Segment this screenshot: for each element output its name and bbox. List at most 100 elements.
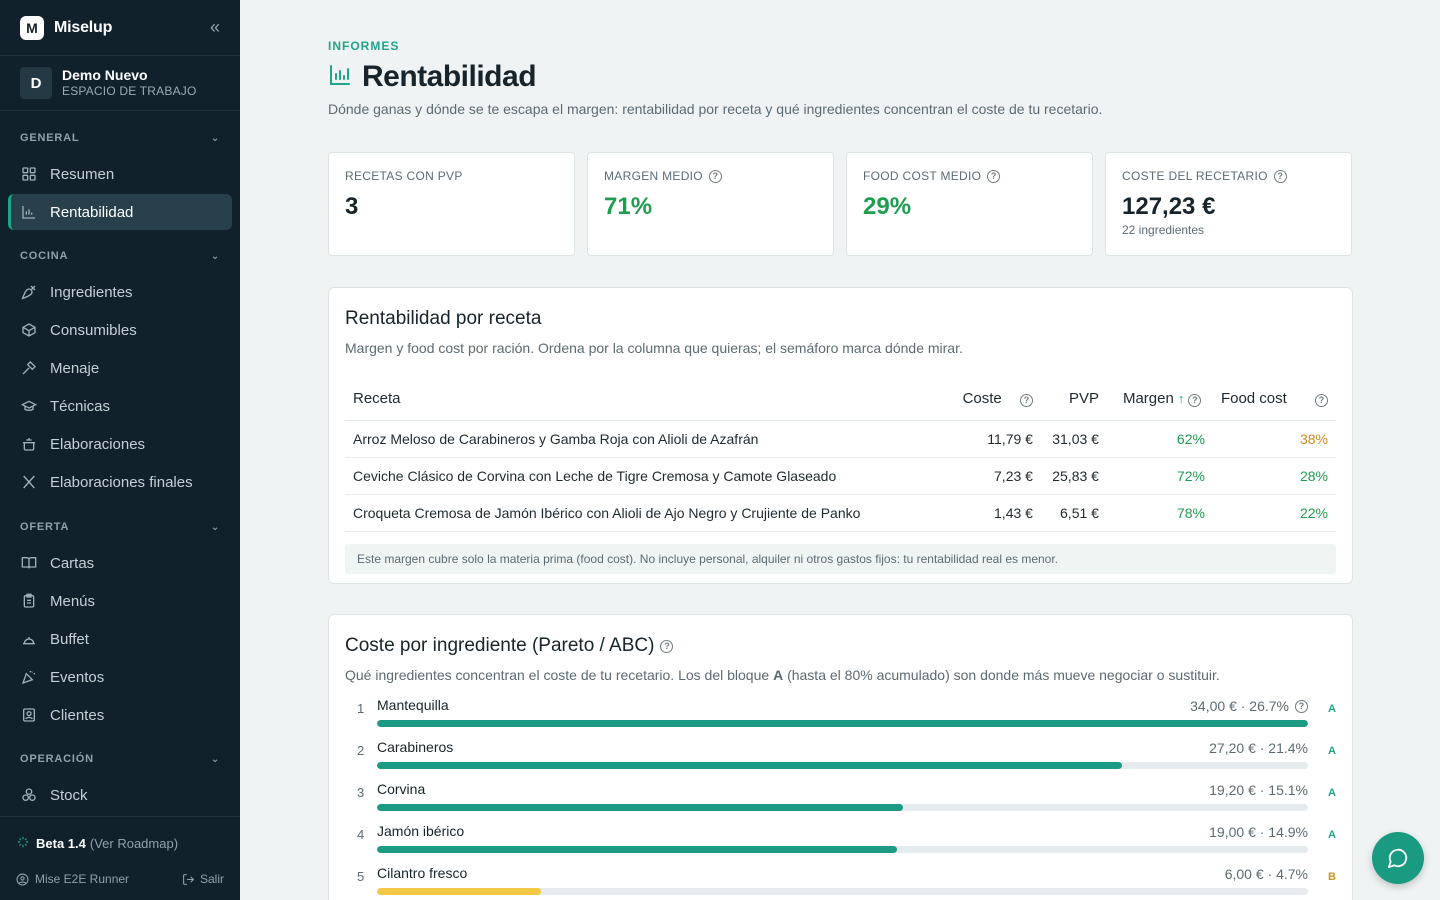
food-cost-note: Este margen cubre solo la materia prima …	[345, 543, 1336, 574]
nav-section-operación[interactable]: OPERACIÓN ⌄	[20, 753, 220, 765]
recipe-name[interactable]: Arroz Meloso de Carabineros y Gamba Roja…	[345, 420, 941, 458]
recipe-margin: 72%	[1106, 457, 1213, 495]
pareto-rank: 2	[357, 743, 365, 758]
recipes-card-title: Rentabilidad por receta	[345, 308, 542, 329]
nav-section-oferta[interactable]: OFERTA ⌄	[20, 521, 220, 533]
logout-label: Salir	[199, 872, 224, 886]
kpi-value: 29%	[863, 193, 912, 220]
sidebar-item-label: Buffet	[50, 630, 89, 648]
cost-bar-track	[377, 846, 1308, 853]
cost-bar-fill	[377, 846, 898, 853]
cost-bar-fill	[377, 762, 1122, 769]
table-row[interactable]: Croqueta Cremosa de Jamón Ibérico con Al…	[345, 494, 1336, 532]
col-recipe[interactable]: Receta	[345, 378, 941, 421]
help-icon[interactable]: ?	[1273, 169, 1287, 183]
collapse-sidebar-icon[interactable]: «	[209, 17, 220, 37]
help-icon[interactable]: ?	[1315, 393, 1328, 407]
chevron-down-icon: ⌄	[210, 250, 220, 262]
help-icon[interactable]: ?	[1019, 393, 1033, 407]
sidebar: M Miselup « D Demo Nuevo ESPACIO DE TRAB…	[0, 0, 240, 900]
ingredient-name: Carabineros	[377, 739, 454, 755]
help-icon[interactable]: ?	[1188, 393, 1202, 407]
col-cost[interactable]: Coste ?	[940, 378, 1041, 421]
list-item: 1 Mantequilla 34,00 € · 26.7%? A	[345, 697, 1336, 739]
col-food-cost[interactable]: Food cost ?	[1212, 378, 1336, 421]
sidebar-item-menaje[interactable]: Menaje	[8, 350, 232, 386]
kpi-value: 71%	[604, 193, 653, 220]
abc-class-badge: A	[1328, 703, 1336, 715]
page-subtitle: Dónde ganas y dónde se te escapa el marg…	[328, 101, 1103, 117]
workspace-avatar: D	[20, 67, 52, 99]
ingredient-name: Jamón ibérico	[377, 823, 465, 839]
sidebar-item-label: Elaboraciones	[50, 435, 146, 453]
help-icon[interactable]: ?	[660, 639, 674, 653]
sidebar-item-cartas[interactable]: Cartas	[8, 545, 232, 581]
abc-class-badge: A	[1328, 829, 1336, 841]
abc-class-badge: A	[1328, 787, 1336, 799]
sidebar-item-label: Resumen	[50, 165, 115, 183]
kpi-card: COSTE DEL RECETARIO? 127,23 € 22 ingredi…	[1105, 152, 1352, 256]
sidebar-item-elaboraciones-finales[interactable]: Elaboraciones finales	[8, 464, 232, 500]
grid-icon	[20, 165, 38, 183]
chat-button[interactable]	[1372, 832, 1424, 884]
sidebar-item-label: Clientes	[50, 706, 105, 724]
page-title: Rentabilidad	[362, 60, 537, 93]
clipboard-icon	[20, 592, 38, 610]
sidebar-item-tecnicas[interactable]: Técnicas	[8, 388, 232, 424]
pareto-card-subtitle: Qué ingredientes concentran el coste de …	[345, 667, 1220, 683]
sidebar-item-rentabilidad[interactable]: Rentabilidad	[8, 194, 232, 230]
recipe-food-cost: 22%	[1212, 494, 1336, 532]
recipe-name[interactable]: Ceviche Clásico de Corvina con Leche de …	[345, 457, 941, 495]
sort-ascending-icon: ↑	[1177, 391, 1185, 407]
sidebar-item-buffet[interactable]: Buffet	[8, 621, 232, 657]
nav-section-cocina[interactable]: COCINA ⌄	[20, 250, 220, 262]
chevron-down-icon: ⌄	[210, 521, 220, 533]
sidebar-item-stock[interactable]: Stock	[8, 777, 232, 813]
sidebar-item-elaboraciones[interactable]: Elaboraciones	[8, 426, 232, 462]
sidebar-item-label: Cartas	[50, 554, 95, 572]
table-row[interactable]: Ceviche Clásico de Corvina con Leche de …	[345, 457, 1336, 495]
sidebar-item-label: Menús	[50, 592, 96, 610]
sidebar-item-label: Stock	[50, 786, 88, 804]
ingredient-cost: 34,00 € · 26.7%	[1190, 698, 1289, 714]
help-icon[interactable]: ?	[1295, 699, 1308, 713]
kpi-label: MARGEN MEDIO	[604, 169, 703, 183]
kpi-label: FOOD COST MEDIO	[863, 169, 982, 183]
help-icon[interactable]: ?	[987, 169, 1001, 183]
workspace-switcher[interactable]: D Demo Nuevo ESPACIO DE TRABAJO	[0, 56, 240, 111]
kpi-label: COSTE DEL RECETARIO	[1122, 169, 1268, 183]
recipe-food-cost: 38%	[1212, 420, 1336, 458]
abc-class-badge: A	[1328, 745, 1336, 757]
help-icon[interactable]: ?	[708, 169, 722, 183]
table-row[interactable]: Arroz Meloso de Carabineros y Gamba Roja…	[345, 420, 1336, 458]
recipe-margin: 78%	[1106, 494, 1213, 532]
sidebar-item-clientes[interactable]: Clientes	[8, 697, 232, 733]
roadmap-link[interactable]: (Ver Roadmap)	[89, 835, 179, 851]
box-icon	[20, 321, 38, 339]
recipe-food-cost: 28%	[1212, 457, 1336, 495]
col-food-cost-label: Food cost	[1220, 390, 1287, 408]
version-label: Beta 1.4	[36, 835, 86, 851]
graduation-cap-icon	[20, 397, 38, 415]
sidebar-item-consumibles[interactable]: Consumibles	[8, 312, 232, 348]
col-pvp[interactable]: PVP	[1040, 378, 1107, 421]
user-name: Mise E2E Runner	[35, 872, 130, 886]
pareto-rank: 1	[357, 701, 365, 716]
kpi-value: 127,23 €	[1122, 193, 1216, 220]
nav-section-general[interactable]: GENERAL ⌄	[20, 132, 220, 144]
list-item: 2 Carabineros 27,20 € · 21.4% A	[345, 739, 1336, 781]
sidebar-item-eventos[interactable]: Eventos	[8, 659, 232, 695]
col-margin[interactable]: Margen ↑?	[1106, 378, 1213, 421]
ingredient-cost: 27,20 € · 21.4%	[1209, 740, 1308, 756]
sparkle-icon	[16, 835, 30, 852]
sidebar-footer: Beta 1.4 (Ver Roadmap) Mise E2E Runner S…	[0, 816, 240, 900]
sidebar-item-menus[interactable]: Menús	[8, 583, 232, 619]
recipe-cost: 11,79 €	[940, 420, 1041, 458]
recipes-profitability-card: Rentabilidad por receta Margen y food co…	[328, 287, 1353, 584]
recipe-name[interactable]: Croqueta Cremosa de Jamón Ibérico con Al…	[345, 494, 941, 532]
sidebar-item-ingredientes[interactable]: Ingredientes	[8, 274, 232, 310]
logout-button[interactable]: Salir	[182, 872, 224, 886]
fork-knife-icon	[20, 473, 38, 491]
sidebar-item-resumen[interactable]: Resumen	[8, 156, 232, 192]
ingredient-cost: 19,00 € · 14.9%	[1209, 824, 1308, 840]
